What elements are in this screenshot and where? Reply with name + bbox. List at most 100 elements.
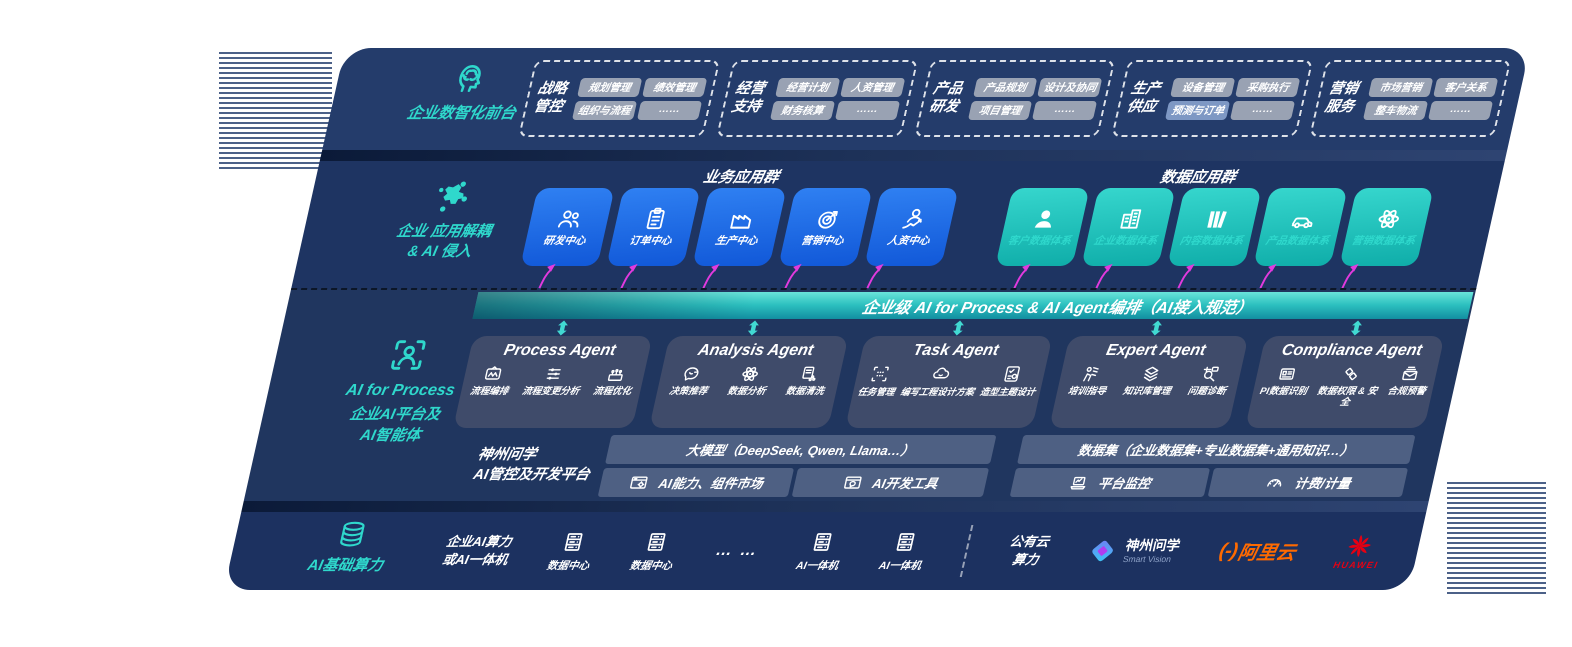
app-layer-rail: 企业 应用解耦 & AI 侵入 xyxy=(357,177,536,263)
huawei-flower-icon xyxy=(1344,533,1376,559)
tile-label: 企业数据体系 xyxy=(1092,235,1159,248)
clipboard-icon xyxy=(639,206,671,232)
devtools-cell: AI开发工具 xyxy=(791,468,989,497)
front-group-name: 经营支持 xyxy=(729,81,767,115)
agent-title: Expert Agent xyxy=(1104,342,1208,359)
tile-label: 营销数据体系 xyxy=(1350,235,1417,248)
magenta-arrow xyxy=(1254,263,1286,289)
front-chip: 预测与订单 xyxy=(1165,100,1231,120)
user-icon xyxy=(1028,206,1060,232)
layer-app-groups: 企业 应用解耦 & AI 侵入 业务应用群 数据应用群 研发中心 订单中心 生产… xyxy=(291,161,1505,289)
tile-label: 营销中心 xyxy=(799,235,845,248)
agent-item: 编写工程设计方案 xyxy=(899,364,980,398)
layers-icon xyxy=(1139,364,1163,384)
front-group-product: 产品研发 产品规划 设计及协同 项目管理 …… xyxy=(913,60,1116,137)
server-icon xyxy=(808,530,837,554)
magenta-arrow xyxy=(1336,263,1368,289)
front-chip: …… xyxy=(1428,100,1494,120)
agent-item: 流程编排 xyxy=(469,364,515,398)
magenta-arrow xyxy=(697,263,729,289)
updown-arrow xyxy=(554,320,572,336)
platform-rail-line1: 神州问学 xyxy=(476,447,538,464)
datacenter-item: 数据中心 xyxy=(546,530,598,573)
front-chip: 设计及协同 xyxy=(1037,77,1103,97)
updown-arrow xyxy=(1348,320,1366,336)
agent-item: 任务管理 xyxy=(857,364,901,398)
tile-production-center: 生产中心 xyxy=(692,188,787,266)
scan-person-icon xyxy=(384,335,433,375)
dashed-separator xyxy=(290,288,1477,290)
front-group-name: 产品研发 xyxy=(927,81,965,115)
front-chip: 组织与流程 xyxy=(572,100,638,120)
atom-icon xyxy=(738,364,762,384)
magenta-arrow xyxy=(861,263,893,289)
front-group-operation: 经营支持 经营计划 人资管理 财务核算 …… xyxy=(715,60,918,137)
front-chip: 采购执行 xyxy=(1235,77,1301,97)
brain-head-icon xyxy=(447,60,491,96)
agent-item: 造型主题设计 xyxy=(979,364,1042,398)
front-chip: …… xyxy=(1230,100,1296,120)
chat-face-icon xyxy=(680,364,704,384)
front-group-name: 营销服务 xyxy=(1323,81,1360,115)
building-icon xyxy=(1114,206,1146,232)
agent-cards: Process Agent 流程编排 流程变更分析 流程优化 Analysis … xyxy=(453,336,1445,428)
magenta-arrow xyxy=(1090,263,1122,289)
tile-label: 内容数据体系 xyxy=(1178,235,1245,248)
front-chip: 整车物流 xyxy=(1363,100,1429,120)
agent-item: 合规预警 xyxy=(1386,364,1432,398)
layer-divider xyxy=(241,501,1429,512)
layer-front-office: 企业数智化前台 战略管控 规划管理 绩效管理 组织与流程 …… 经营支持 经营计… xyxy=(322,48,1530,150)
platform-rail-line2: AI管控及开发平台 xyxy=(471,467,592,483)
smartvision-logo: 神州问学 Smart Vision xyxy=(1084,536,1182,566)
aliyun-logo: (-) 阿里云 xyxy=(1217,539,1298,564)
front-group-name: 战略管控 xyxy=(532,81,569,115)
ai-appliance-item: AI一体机 xyxy=(877,530,929,573)
tile-hr-center: 人资中心 xyxy=(864,188,959,266)
data-clean-icon xyxy=(797,364,821,384)
updown-arrow xyxy=(950,320,968,336)
agent-title: Analysis Agent xyxy=(696,342,816,359)
front-chip: 市场营销 xyxy=(1368,77,1434,97)
permission-icon xyxy=(1339,364,1363,384)
laptop-chart-icon xyxy=(1066,473,1090,493)
agent-card-compliance: Compliance Agent PI数据识别 数据权限 & 安全 合规预警 xyxy=(1245,336,1445,428)
front-group-name: 生产供应 xyxy=(1125,81,1162,115)
agent-item: PI数据识别 xyxy=(1259,364,1314,398)
agent-item: 培训指导 xyxy=(1067,364,1113,398)
front-chip: 绩效管理 xyxy=(642,77,708,97)
tile-rnd-center: 研发中心 xyxy=(520,188,615,266)
diamond-logo-icon xyxy=(1084,536,1121,566)
ai-rail-line3: AI智能体 xyxy=(358,427,423,445)
magenta-arrow xyxy=(1172,263,1204,289)
tile-product-data: 产品数据体系 xyxy=(1253,188,1348,266)
front-chip: 财务核算 xyxy=(769,100,835,120)
glitch-stripes-right xyxy=(1447,482,1546,595)
people-trend-icon xyxy=(897,206,929,232)
dataset-bar: 数据集（企业数据集+专业数据集+通用知识…） xyxy=(1016,435,1416,464)
front-group-supply: 生产供应 设备管理 采购执行 预测与订单 …… xyxy=(1111,60,1314,137)
agent-item: 问题诊断 xyxy=(1186,364,1232,398)
database-icon xyxy=(334,519,371,549)
layer-compute: AI基础算力 企业AI算力 或AI一体机 数据中心 数据中心 … … AI一体机… xyxy=(223,512,1427,590)
server-icon xyxy=(891,530,920,554)
front-chip: 规划管理 xyxy=(577,77,643,97)
agent-title: Compliance Agent xyxy=(1280,342,1424,359)
updown-arrow xyxy=(1148,320,1166,336)
team-icon xyxy=(553,206,585,232)
front-office-label: 企业数智化前台 xyxy=(405,105,518,122)
agent-item: 知识库管理 xyxy=(1122,364,1177,398)
window-chat-icon xyxy=(841,473,865,493)
front-chip: 产品规划 xyxy=(972,77,1038,97)
business-tiles: 研发中心 订单中心 生产中心 营销中心 人资中心 xyxy=(520,188,959,266)
server-icon xyxy=(642,530,671,554)
app-rail-line2: & AI 侵入 xyxy=(405,243,474,261)
sliders-icon xyxy=(542,364,566,384)
platform-rail: 神州问学 AI管控及开发平台 xyxy=(469,435,599,497)
agent-title: Process Agent xyxy=(502,342,618,359)
tile-label: 研发中心 xyxy=(541,235,587,248)
agent-card-task: Task Agent 任务管理 编写工程设计方案 造型主题设计 xyxy=(844,336,1053,428)
business-group-title: 业务应用群 xyxy=(701,169,781,186)
huawei-logo: HUAWEI xyxy=(1332,533,1385,570)
front-chip: 设备管理 xyxy=(1170,77,1236,97)
dashed-divider xyxy=(959,525,973,577)
